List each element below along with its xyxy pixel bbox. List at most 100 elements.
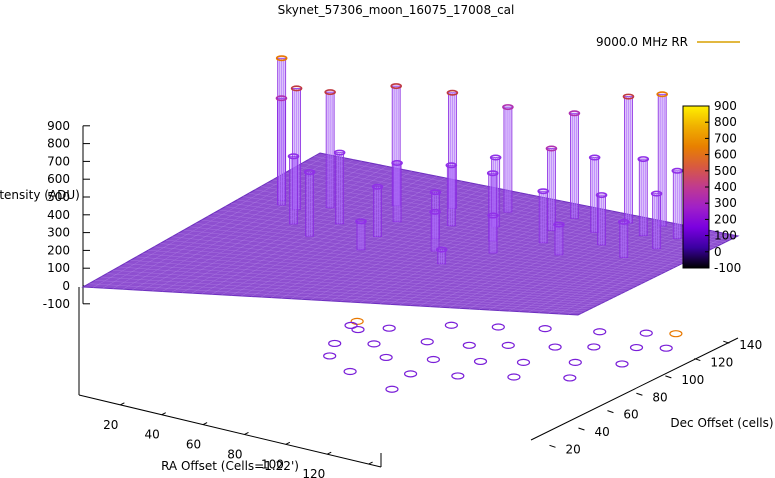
z-axis-label: Intensity (ADU) bbox=[0, 188, 80, 202]
z-axis-tick-label: 800 bbox=[47, 137, 70, 151]
peak-tower-cap bbox=[553, 221, 565, 228]
contour-ring bbox=[462, 341, 476, 349]
colorbar-tick-label: 600 bbox=[714, 148, 737, 162]
peak-tower bbox=[486, 170, 499, 242]
surface-grid-line bbox=[248, 192, 691, 260]
surface-grid-line bbox=[266, 182, 703, 255]
colorbar-tick-label: 800 bbox=[714, 115, 737, 129]
x-axis-tick-label: 80 bbox=[227, 447, 242, 461]
surface-grid-line bbox=[177, 233, 643, 284]
surface-grid-line bbox=[148, 249, 623, 294]
y-axis-tick-label: 40 bbox=[594, 425, 609, 439]
peak-tower bbox=[391, 160, 403, 223]
contour-ring bbox=[548, 343, 562, 351]
z-axis-tick-label: -100 bbox=[43, 297, 70, 311]
x-axis-tick-label: 20 bbox=[103, 418, 118, 432]
contour-ring bbox=[379, 353, 393, 362]
peak-tower bbox=[650, 190, 663, 250]
contour-ring bbox=[629, 343, 644, 352]
z-axis: 900 800 700 600 500 400 300 200 100 0 -100 bbox=[43, 119, 90, 311]
y-axis-tick-mark bbox=[607, 410, 614, 414]
peak-tower-cap bbox=[486, 170, 499, 177]
peak-tower bbox=[435, 246, 448, 265]
contour-ring bbox=[385, 385, 399, 393]
peak-tower bbox=[637, 156, 650, 237]
peak-tower-cap bbox=[489, 154, 502, 161]
z-axis-tick-label: 200 bbox=[47, 243, 70, 257]
colorbar-gradient bbox=[682, 105, 710, 269]
contour-ring bbox=[350, 317, 364, 325]
surface-grid-line bbox=[237, 199, 683, 264]
surface-grid-line bbox=[100, 276, 591, 310]
x-axis-label: RA Offset (Cells=1.22') bbox=[161, 459, 299, 473]
x-axis-tick-mark bbox=[285, 441, 291, 445]
peak-tower bbox=[355, 218, 367, 251]
colorbar-tick-label: 0 bbox=[714, 245, 722, 259]
contour-ring bbox=[403, 370, 418, 378]
surface-grid-line bbox=[183, 229, 647, 282]
peak-tower-cap bbox=[537, 188, 549, 195]
peak-tower-cap bbox=[568, 110, 581, 117]
peak-tower-cap bbox=[429, 189, 442, 196]
y-axis-tick-label: 80 bbox=[652, 390, 667, 404]
z-axis-tick-label: 300 bbox=[47, 226, 70, 240]
contour-ring bbox=[538, 325, 552, 333]
peak-tower-cap bbox=[303, 169, 316, 176]
y-axis-tick-mark bbox=[723, 340, 730, 344]
surface-grid-line bbox=[94, 280, 587, 312]
x-axis-tick-label: 100 bbox=[261, 457, 284, 471]
x-axis-tick-mark bbox=[244, 432, 249, 435]
peak-tower-cap bbox=[656, 91, 668, 98]
x-axis-tick-label: 60 bbox=[186, 438, 201, 452]
surface-grid-line bbox=[112, 270, 599, 306]
peak-tower-cap bbox=[545, 145, 558, 152]
surface-grid-line bbox=[296, 166, 723, 245]
surface-grid-line bbox=[242, 196, 687, 262]
contour-ring bbox=[669, 330, 683, 338]
y-axis-tick-mark bbox=[694, 358, 701, 362]
peak-tower bbox=[617, 218, 630, 258]
contour-ring bbox=[343, 367, 357, 376]
peak-tower-cap bbox=[333, 149, 346, 156]
surface-grid-line bbox=[124, 263, 607, 302]
contour-ring bbox=[328, 339, 342, 348]
x-axis-tick-mark bbox=[368, 461, 373, 465]
peak-tower bbox=[537, 188, 549, 244]
colorbar-tick-label: -100 bbox=[714, 261, 741, 275]
contour-ring bbox=[491, 323, 505, 331]
contour-ring bbox=[473, 357, 488, 366]
colorbar-tick-label: 700 bbox=[714, 131, 737, 145]
peak-tower-cap bbox=[445, 162, 458, 169]
y-axis-tick-mark bbox=[549, 444, 556, 448]
surface-grid-line bbox=[308, 159, 731, 241]
peak-tower bbox=[390, 83, 402, 206]
contour-ring bbox=[639, 329, 653, 337]
peak-tower bbox=[671, 167, 684, 239]
peak-tower-cap bbox=[502, 104, 514, 111]
peak-tower-cap bbox=[595, 192, 608, 199]
legend-label: 9000.0 MHz RR bbox=[596, 35, 688, 49]
peak-tower bbox=[429, 208, 441, 252]
colorbar-tick-label: 900 bbox=[714, 99, 737, 113]
x-axis-tick-label: 40 bbox=[144, 428, 159, 442]
colorbar-tick-label: 400 bbox=[714, 180, 737, 194]
peak-tower-cap bbox=[390, 83, 402, 90]
y-axis-tick-mark bbox=[578, 427, 585, 431]
colorbar: 900 800 700 600 500 400 300 200 100 0 -100 bbox=[682, 99, 741, 275]
peak-tower-cap bbox=[671, 167, 684, 174]
peak-tower bbox=[553, 221, 565, 256]
peak-tower-cap bbox=[588, 154, 601, 161]
peak-tower bbox=[333, 149, 346, 225]
y-axis: 20 40 60 80 100 120 140 bbox=[549, 338, 762, 456]
x-axis-tick-label: 120 bbox=[302, 467, 325, 478]
y-axis-tick-label: 60 bbox=[623, 408, 638, 422]
peak-tower-cap bbox=[435, 246, 448, 253]
surface-grid-line bbox=[207, 216, 663, 274]
x-axis-tick-mark bbox=[202, 422, 208, 426]
y-axis-tick-label: 120 bbox=[710, 356, 733, 370]
surface-grid-line bbox=[302, 162, 727, 243]
contour-ring bbox=[507, 373, 521, 381]
y-axis-tick-mark bbox=[636, 392, 643, 396]
contour-ring bbox=[501, 341, 515, 349]
